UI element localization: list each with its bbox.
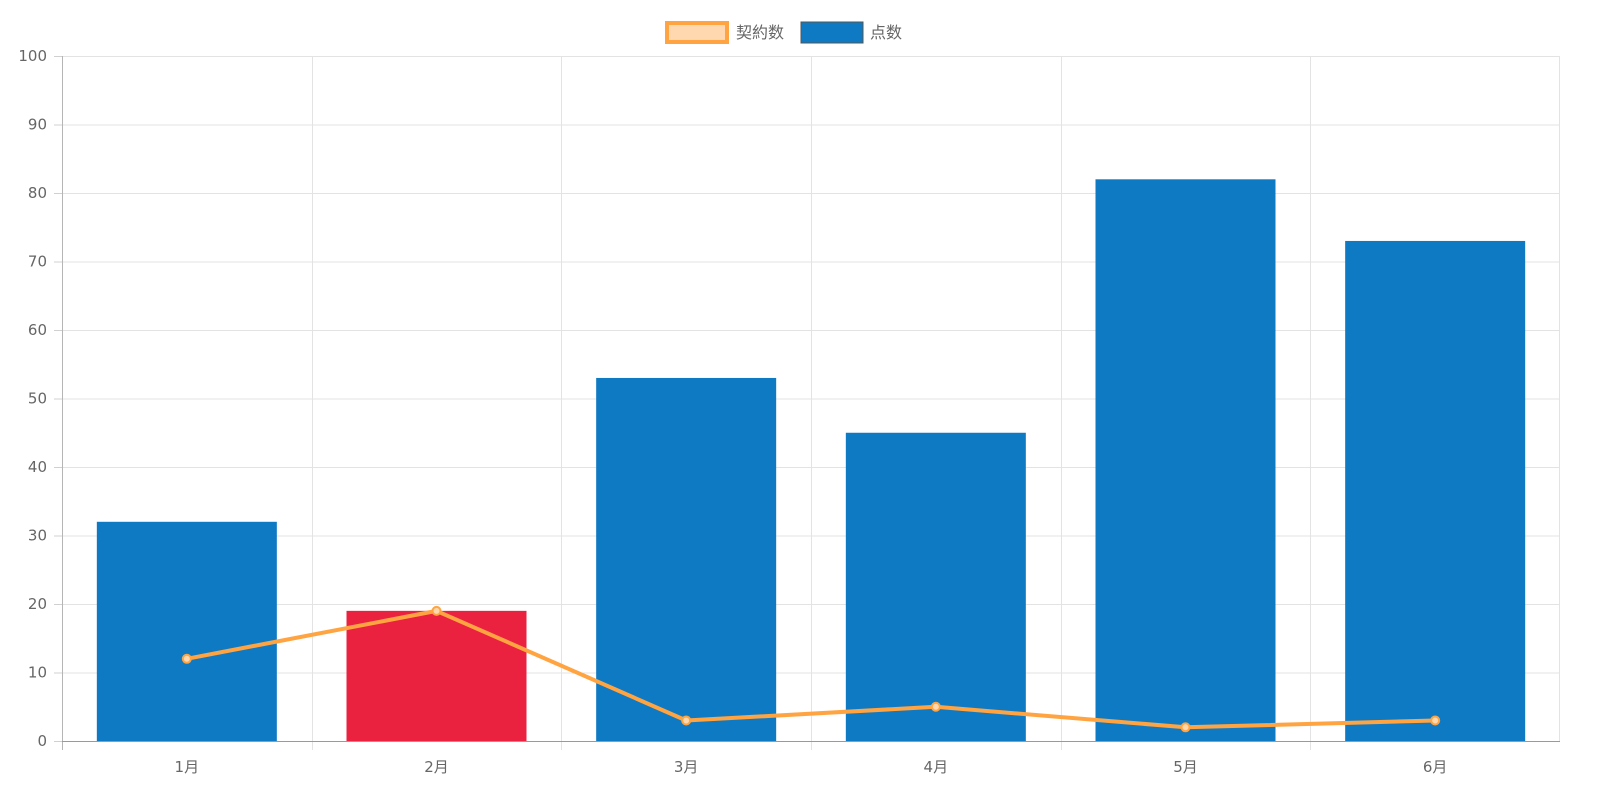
x-tick-label: 1月 xyxy=(175,758,200,776)
line-point xyxy=(930,701,941,712)
y-tick-label: 40 xyxy=(28,458,47,476)
legend-label-bar: 点数 xyxy=(870,23,902,42)
y-tick-label: 90 xyxy=(28,116,47,134)
legend: 契約数 点数 xyxy=(665,21,902,44)
bar xyxy=(845,432,1026,741)
bar xyxy=(346,610,527,741)
axes xyxy=(54,56,1560,750)
x-tick-label: 4月 xyxy=(924,758,949,776)
legend-label-line: 契約数 xyxy=(736,23,784,42)
legend-swatch-line xyxy=(665,21,729,44)
x-tick-label: 2月 xyxy=(424,758,449,776)
y-tick-label: 100 xyxy=(18,47,47,65)
bar-series xyxy=(96,179,1526,742)
y-tick-label: 50 xyxy=(28,390,47,408)
bar xyxy=(1095,179,1276,742)
y-tick-label: 0 xyxy=(37,732,47,750)
y-tick-label: 70 xyxy=(28,253,47,271)
bar xyxy=(1345,240,1526,741)
legend-swatch-bar xyxy=(800,21,864,44)
tick-labels: 0 10 20 30 40 50 60 70 80 90 100 1月 2月 3月 4月 5月 6月 xyxy=(18,47,1447,776)
line-point xyxy=(1180,722,1191,733)
bar xyxy=(596,377,777,741)
legend-item-bar[interactable]: 点数 xyxy=(800,21,902,44)
line-point xyxy=(181,653,192,664)
line-path xyxy=(184,608,1438,730)
y-tick-label: 30 xyxy=(28,527,47,545)
y-tick-label: 60 xyxy=(28,321,47,339)
grid-lines xyxy=(62,56,1560,750)
x-tick-label: 6月 xyxy=(1423,758,1448,776)
line-point xyxy=(1430,715,1441,726)
x-tick-label: 3月 xyxy=(674,758,699,776)
y-tick-label: 10 xyxy=(28,664,47,682)
y-tick-label: 80 xyxy=(28,184,47,202)
bar xyxy=(96,521,277,741)
line-series xyxy=(181,605,1441,733)
line-point xyxy=(681,715,692,726)
x-tick-label: 5月 xyxy=(1173,758,1198,776)
legend-item-line[interactable]: 契約数 xyxy=(665,21,784,44)
line-point xyxy=(431,605,442,616)
y-tick-label: 20 xyxy=(28,595,47,613)
